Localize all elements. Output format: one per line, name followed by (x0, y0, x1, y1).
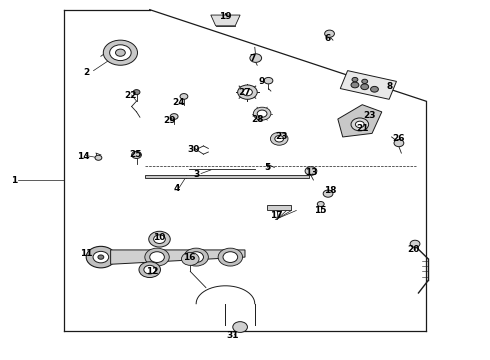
Text: 15: 15 (315, 206, 327, 215)
Text: 7: 7 (249, 54, 255, 63)
Polygon shape (340, 71, 396, 99)
Circle shape (257, 110, 267, 117)
Circle shape (362, 79, 368, 84)
Circle shape (170, 114, 178, 120)
Circle shape (144, 265, 156, 274)
Circle shape (361, 84, 368, 90)
Text: 13: 13 (305, 168, 317, 177)
Polygon shape (267, 205, 292, 211)
Text: 29: 29 (163, 116, 175, 125)
Text: 23: 23 (275, 132, 288, 141)
Circle shape (154, 235, 165, 243)
Circle shape (86, 246, 116, 268)
Circle shape (233, 321, 247, 332)
Circle shape (325, 30, 334, 37)
Circle shape (103, 40, 138, 65)
Text: 30: 30 (188, 145, 200, 154)
Text: 6: 6 (325, 34, 331, 43)
Text: 5: 5 (264, 163, 270, 172)
Polygon shape (211, 15, 240, 26)
Circle shape (181, 252, 199, 265)
Text: 9: 9 (259, 77, 265, 86)
Circle shape (132, 151, 142, 158)
Text: 8: 8 (386, 82, 392, 91)
Text: 18: 18 (324, 186, 337, 195)
Circle shape (218, 248, 243, 266)
Text: 23: 23 (364, 111, 376, 120)
Circle shape (238, 85, 257, 99)
Polygon shape (145, 175, 309, 178)
Text: 25: 25 (129, 150, 141, 159)
Circle shape (253, 107, 271, 120)
Circle shape (189, 252, 203, 262)
Circle shape (98, 255, 104, 259)
Circle shape (149, 231, 170, 247)
Circle shape (95, 155, 102, 160)
Circle shape (355, 121, 364, 128)
Circle shape (133, 90, 140, 95)
Polygon shape (111, 250, 245, 264)
Circle shape (180, 94, 188, 99)
Circle shape (351, 82, 359, 88)
Circle shape (410, 240, 420, 247)
Text: 1: 1 (11, 176, 18, 185)
Circle shape (352, 77, 358, 82)
Circle shape (110, 45, 131, 60)
Circle shape (250, 54, 262, 62)
Text: 10: 10 (153, 233, 166, 242)
Circle shape (145, 248, 169, 266)
Circle shape (93, 251, 109, 263)
Circle shape (351, 118, 368, 131)
Text: 11: 11 (80, 249, 93, 258)
Circle shape (264, 77, 273, 84)
Text: 22: 22 (124, 91, 136, 100)
Text: 24: 24 (172, 98, 185, 107)
Text: 17: 17 (270, 211, 283, 220)
Circle shape (394, 139, 404, 147)
Circle shape (370, 86, 378, 92)
Circle shape (243, 89, 252, 96)
Circle shape (116, 49, 125, 56)
Text: 3: 3 (193, 170, 199, 179)
Circle shape (223, 252, 238, 262)
Text: 28: 28 (251, 114, 264, 123)
Circle shape (318, 202, 324, 207)
Circle shape (270, 132, 288, 145)
Text: 20: 20 (407, 246, 420, 255)
Circle shape (323, 190, 333, 197)
Circle shape (150, 252, 164, 262)
Polygon shape (338, 105, 382, 137)
Text: 16: 16 (183, 253, 195, 262)
Text: 31: 31 (226, 332, 239, 341)
Circle shape (305, 167, 317, 175)
Circle shape (275, 135, 284, 142)
Circle shape (184, 248, 208, 266)
Text: 12: 12 (146, 267, 158, 276)
Text: 27: 27 (239, 87, 251, 96)
Text: 21: 21 (356, 123, 368, 132)
Text: 4: 4 (173, 184, 180, 193)
Text: 26: 26 (392, 134, 405, 143)
Text: 14: 14 (77, 152, 90, 161)
Text: 2: 2 (83, 68, 89, 77)
Text: 19: 19 (219, 12, 232, 21)
Circle shape (139, 262, 160, 278)
